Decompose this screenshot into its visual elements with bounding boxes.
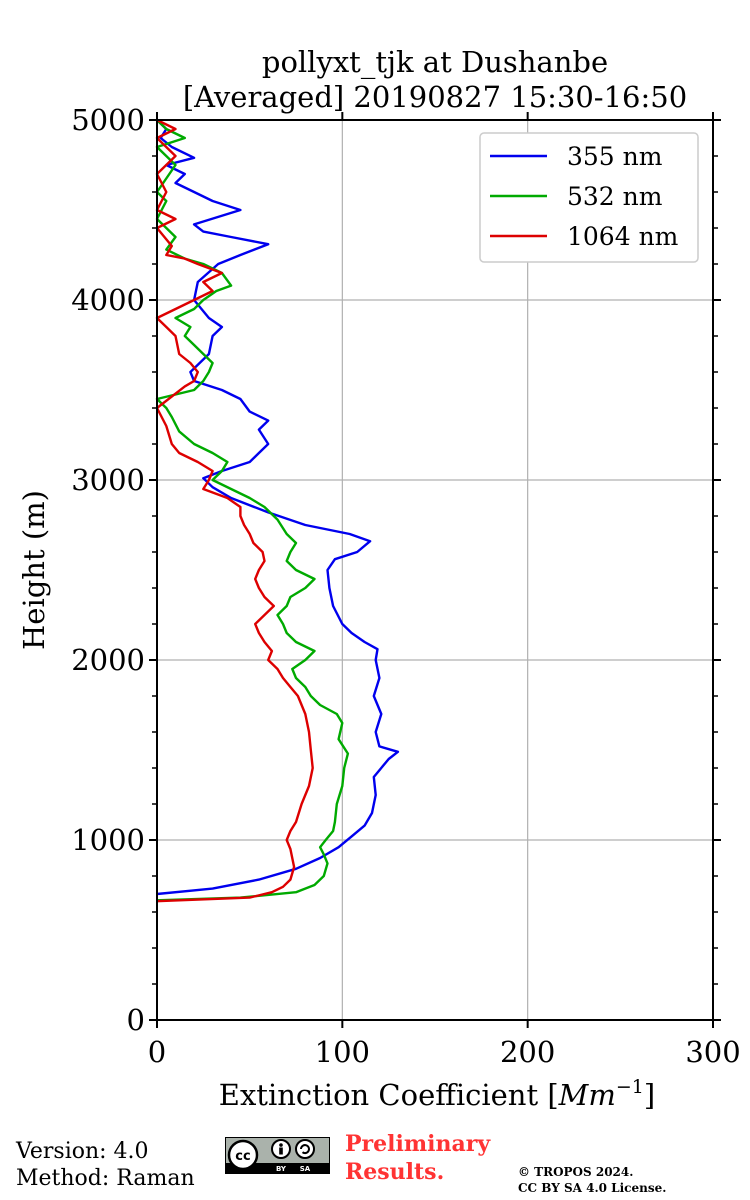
x-axis-label: Extinction Coefficient [Mm−1] [219,1076,655,1112]
prelim-line2: Results. [345,1159,445,1185]
prelim-line1: Preliminary [345,1131,491,1157]
y-tick-label: 2000 [71,643,145,677]
y-tick-label: 5000 [71,103,145,137]
y-axis-label: Height (m) [17,490,51,650]
series-line-355-nm [156,119,400,896]
footer-info: Version: 4.0 Method: Raman [16,1138,195,1192]
x-tick-label: 300 [685,1035,740,1069]
x-axis-label-exp: −1 [616,1076,644,1098]
cc-by: BY [276,1165,287,1173]
y-tick-label: 4000 [71,283,145,317]
version-text: Version: 4.0 [16,1139,149,1164]
cc-label: cc [235,1149,250,1164]
cc-by-sa-badge: cc BY SA [225,1137,330,1174]
copyright-line2: CC BY SA 4.0 License. [518,1181,667,1195]
x-axis-label-suffix: ] [644,1078,655,1112]
chart-title-line2: [Averaged] 20190827 15:30-16:50 [183,80,687,114]
preliminary-results-note: Preliminary Results. [345,1130,490,1186]
plot-frame [156,119,714,1021]
y-tick-label: 0 [127,1003,145,1037]
extinction-chart: pollyxt_tjk at Dushanbe [Averaged] 20190… [17,45,741,1112]
x-tick-label: 0 [148,1035,166,1069]
copyright-note: © TROPOS 2024. CC BY SA 4.0 License. [518,1164,666,1196]
copyright-line1: © TROPOS 2024. [518,1165,634,1179]
series-lines [155,118,400,903]
cc-sa: SA [300,1165,311,1173]
chart-title-line1: pollyxt_tjk at Dushanbe [262,45,608,80]
x-tick-label: 100 [315,1035,370,1069]
legend-label-532: 532 nm [567,182,663,211]
legend-label-1064: 1064 nm [567,222,679,251]
x-axis-label-unit: Mm [558,1078,616,1112]
legend-label-355: 355 nm [567,142,663,171]
legend-box [479,132,699,263]
series-line-1064-nm [155,118,314,903]
axis-ticks [149,112,721,1028]
y-tick-label: 1000 [71,823,145,857]
x-tick-label: 200 [500,1035,555,1069]
x-axis-label-prefix: Extinction Coefficient [ [219,1078,559,1112]
legend: 355 nm 532 nm 1064 nm [479,132,699,263]
series-line-532-nm [155,119,350,902]
y-tick-label: 3000 [71,463,145,497]
method-text: Method: Raman [16,1166,195,1191]
